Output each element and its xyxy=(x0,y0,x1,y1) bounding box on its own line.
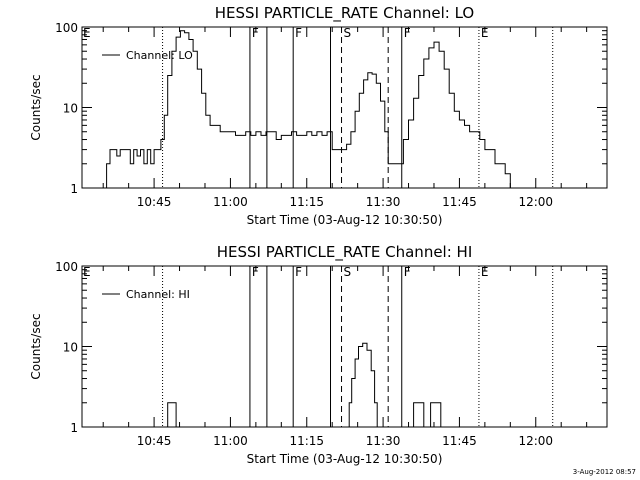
chart-panel-lo: HESSI PARTICLE_RATE Channel: LO 1 10 100 10:… xyxy=(29,4,608,227)
x-tick-label: 12:00 xyxy=(518,195,553,209)
x-tick-label: 12:00 xyxy=(518,434,553,448)
marker-label: F xyxy=(404,26,411,40)
marker-label: E xyxy=(481,265,489,279)
series-line xyxy=(411,402,442,428)
chart-title: HESSI PARTICLE_RATE Channel: HI xyxy=(217,243,473,262)
marker-label: S xyxy=(344,265,352,279)
x-tick-label: 11:00 xyxy=(213,195,248,209)
series-line xyxy=(166,402,177,428)
series-line xyxy=(99,30,513,189)
x-tick-label: 11:45 xyxy=(442,434,477,448)
x-tick-label: 10:45 xyxy=(137,434,172,448)
y-tick-label: 1 xyxy=(70,421,78,435)
x-axis-label: Start Time (03-Aug-12 10:30:50) xyxy=(247,213,443,227)
x-tick-label: 11:45 xyxy=(442,195,477,209)
marker-label: F xyxy=(252,265,259,279)
y-axis-label: Counts/sec xyxy=(29,74,43,140)
marker-label: F xyxy=(295,265,302,279)
marker-label: E xyxy=(83,265,91,279)
x-tick-label: 11:15 xyxy=(289,434,324,448)
legend-label: Channel: LO xyxy=(126,49,193,62)
y-tick-label: 1 xyxy=(70,182,78,196)
x-tick-label: 11:30 xyxy=(366,195,401,209)
y-tick-label: 10 xyxy=(63,341,78,355)
chart-panel-hi: HESSI PARTICLE_RATE Channel: HI 1 10 100 10:… xyxy=(29,243,608,466)
x-tick-label: 10:45 xyxy=(137,195,172,209)
x-tick-label: 11:15 xyxy=(289,195,324,209)
y-tick-label: 10 xyxy=(63,102,78,116)
y-tick-label: 100 xyxy=(55,21,78,35)
chart-title: HESSI PARTICLE_RATE Channel: LO xyxy=(215,4,474,23)
marker-label: E xyxy=(83,26,91,40)
y-axis-label: Counts/sec xyxy=(29,313,43,379)
marker-label: F xyxy=(404,265,411,279)
x-tick-label: 11:30 xyxy=(366,434,401,448)
marker-label: F xyxy=(252,26,259,40)
legend-label: Channel: HI xyxy=(126,288,190,301)
x-tick-label: 11:00 xyxy=(213,434,248,448)
x-axis-label: Start Time (03-Aug-12 10:30:50) xyxy=(247,452,443,466)
marker-label: F xyxy=(295,26,302,40)
y-tick-label: 100 xyxy=(55,260,78,274)
marker-label: E xyxy=(481,26,489,40)
series-line xyxy=(346,342,380,428)
marker-label: S xyxy=(344,26,352,40)
timestamp-stamp: 3-Aug-2012 08:57 xyxy=(573,468,636,476)
